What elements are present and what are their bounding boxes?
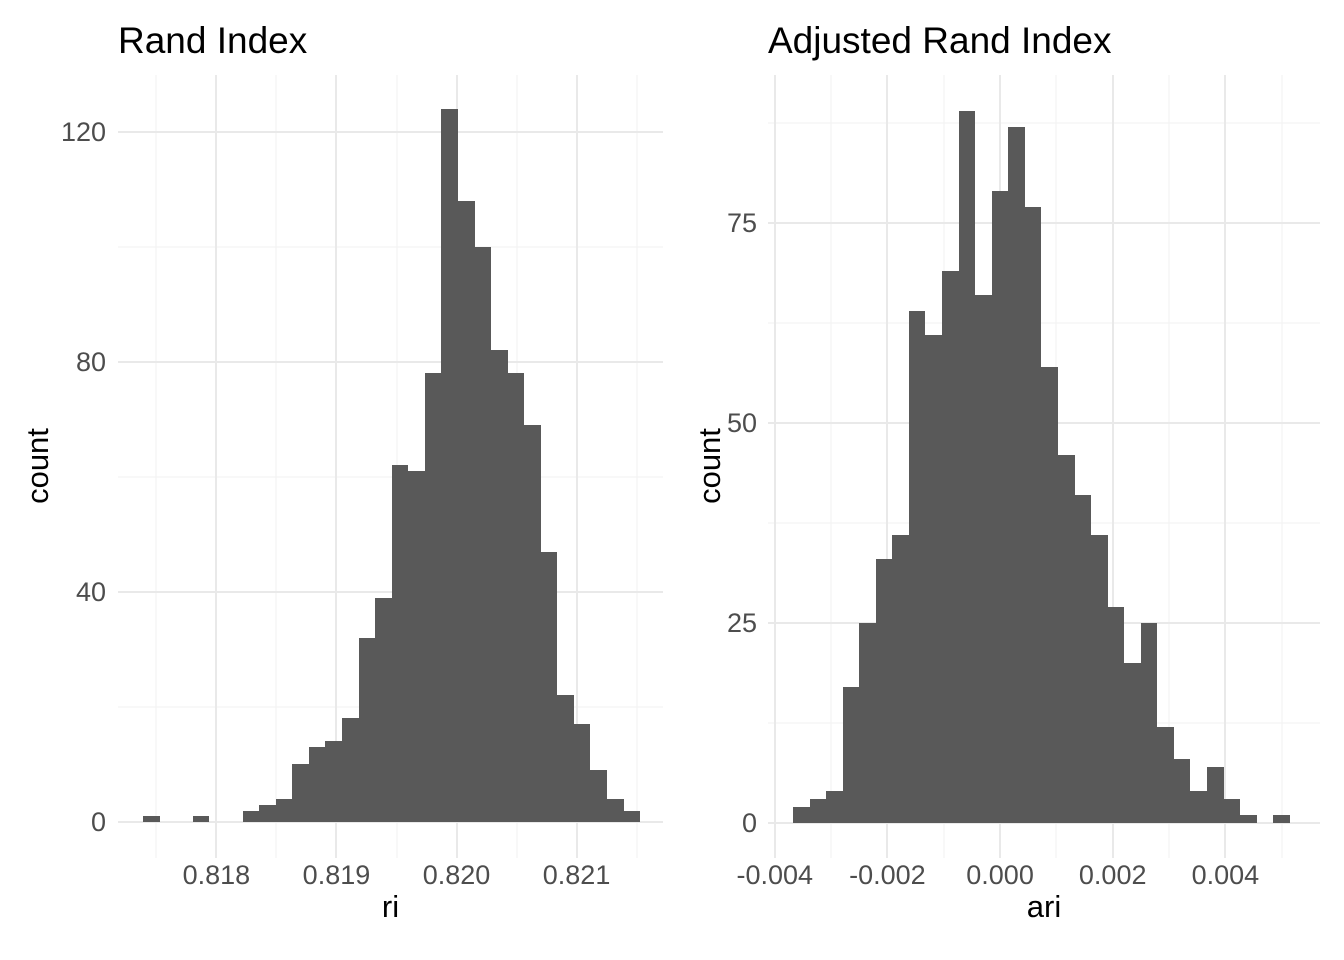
- histogram-bar: [1025, 207, 1041, 823]
- histogram-bar: [1041, 367, 1058, 823]
- histogram-bar: [909, 311, 925, 823]
- histogram-bar: [557, 695, 574, 822]
- histogram-bar: [342, 718, 359, 822]
- y-tick-label: 80: [75, 346, 106, 377]
- y-axis-title-right: count: [692, 428, 727, 504]
- y-tick-label: 50: [726, 408, 757, 438]
- x-tick-label: -0.004: [736, 860, 814, 890]
- histogram-bar: [1273, 815, 1290, 823]
- x-tick-label: 0.820: [422, 860, 491, 890]
- histogram-bar: [475, 247, 491, 822]
- histogram-bar: [1108, 607, 1124, 823]
- histogram-bar: [607, 799, 624, 822]
- histogram-bar: [508, 373, 524, 822]
- histogram-bar: [574, 724, 590, 822]
- histogram-bar: [309, 747, 325, 822]
- histogram-bar: [826, 791, 843, 823]
- histogram-bar: [1207, 767, 1224, 823]
- histogram-bar: [1174, 759, 1190, 823]
- histogram-bar: [243, 811, 259, 822]
- histogram-bar: [1224, 799, 1240, 823]
- histogram-bar: [259, 805, 276, 822]
- y-tick-label: 120: [60, 116, 106, 147]
- x-tick-label: 0.819: [302, 860, 371, 890]
- histogram-bar: [624, 811, 640, 822]
- x-tick-label: 0.002: [1078, 860, 1147, 890]
- histogram-bar: [193, 816, 209, 822]
- histogram-bar: [541, 552, 557, 822]
- histogram-bar: [942, 271, 959, 823]
- histogram-bar: [925, 335, 942, 823]
- plot-title-rand-index: Rand Index: [118, 20, 308, 61]
- x-tick-label: -0.002: [849, 860, 926, 890]
- histogram-bar: [1058, 455, 1075, 823]
- histogram-bar: [793, 807, 810, 823]
- y-axis-title-left: count: [20, 428, 55, 504]
- histogram-bar: [292, 764, 309, 822]
- histogram-bar: [859, 623, 876, 823]
- histogram-bar: [876, 559, 892, 823]
- histogram-bar: [458, 201, 475, 822]
- histogram-bar: [408, 471, 425, 822]
- histogram-bar: [1157, 727, 1174, 823]
- histogram-bar: [392, 465, 408, 822]
- histogram-bar: [810, 799, 826, 823]
- y-tick-label: 25: [726, 608, 757, 638]
- histogram-bar: [1091, 535, 1108, 823]
- x-tick-label: 0.004: [1191, 860, 1260, 890]
- x-tick-label: 0.818: [182, 860, 251, 890]
- histogram-bar: [1124, 663, 1141, 823]
- histogram-bar: [524, 425, 541, 822]
- x-tick-label: 0.000: [966, 860, 1034, 890]
- histogram-bar: [325, 741, 342, 822]
- y-tick-label: 40: [75, 576, 106, 607]
- y-tick-label: 0: [90, 807, 106, 837]
- y-tick-label: 75: [726, 208, 757, 238]
- histogram-bar: [975, 295, 992, 823]
- histogram-bar: [992, 191, 1008, 823]
- histogram-bar: [441, 109, 458, 822]
- histogram-bar: [892, 535, 909, 823]
- histogram-bar: [1240, 815, 1257, 823]
- histogram-bar: [959, 111, 975, 823]
- plot-title-adjusted-rand-index: Adjusted Rand Index: [768, 20, 1112, 61]
- histogram-bar: [1008, 127, 1025, 823]
- histogram-bar: [491, 350, 508, 822]
- histogram-bar: [425, 373, 441, 822]
- histogram-bar: [143, 816, 160, 822]
- x-tick-label: 0.821: [542, 860, 611, 890]
- histogram-bar: [590, 770, 607, 822]
- histogram-bar: [276, 799, 292, 822]
- histogram-bar: [1075, 495, 1091, 823]
- histogram-bar: [359, 638, 375, 822]
- y-tick-label: 0: [741, 808, 757, 838]
- x-axis-title-ari: ari: [1026, 889, 1062, 924]
- x-axis-title-ri: ri: [381, 889, 400, 924]
- histogram-bar: [375, 598, 392, 822]
- histogram-bar: [1141, 623, 1157, 823]
- histogram-bar: [1190, 791, 1207, 823]
- histogram-bar: [843, 687, 859, 823]
